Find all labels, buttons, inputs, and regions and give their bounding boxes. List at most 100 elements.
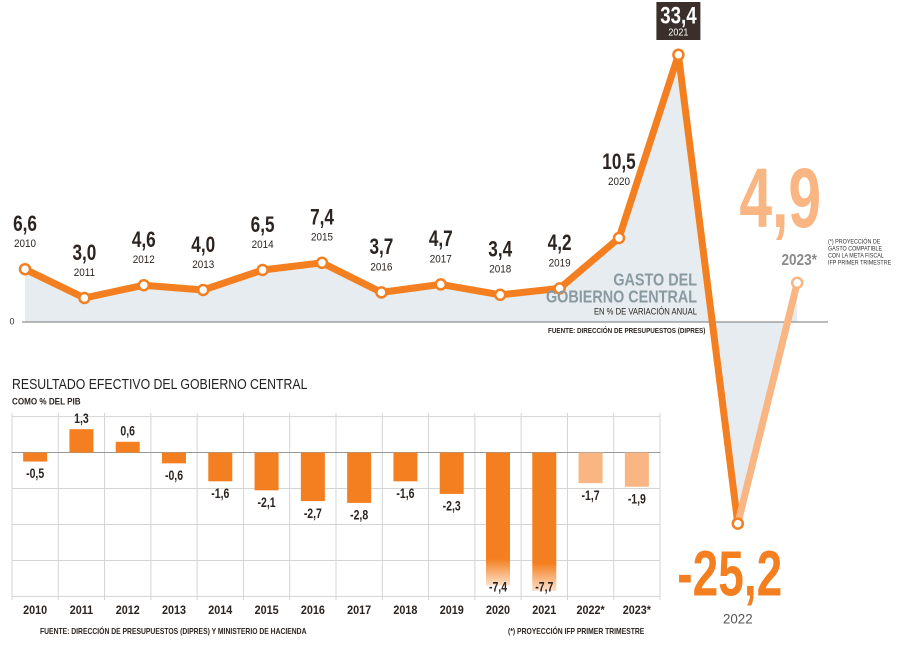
point (375, 286, 388, 299)
x-tick-label: 2021 (668, 27, 688, 39)
value-label: 3,0 (72, 241, 96, 266)
point (612, 231, 626, 245)
point (78, 291, 91, 305)
value-label: 7,4 (310, 206, 334, 231)
bar (439, 452, 464, 494)
x-tick-label: 2014 (252, 239, 274, 251)
x-tick-label: 2015 (311, 232, 333, 244)
x-tick-label: 2013 (192, 259, 214, 271)
value-label: 4,6 (132, 228, 156, 253)
value-label: -2,1 (258, 495, 276, 511)
x-tick-label: 2018 (393, 605, 417, 618)
point (553, 282, 566, 295)
chart-title: GASTO DEL (613, 270, 697, 290)
value-label: 0,6 (120, 423, 135, 439)
chart-subtitle: EN % DE VARIACIÓN ANUAL (594, 306, 697, 317)
x-tick-label: 2010 (14, 239, 36, 251)
bar (208, 452, 233, 482)
x-tick-label: 2019 (549, 258, 571, 270)
note: IFP PRIMER TRIMESTRE (828, 260, 891, 266)
value-label: 4,9 (739, 152, 821, 246)
bar (300, 452, 325, 502)
value-label: -1,9 (628, 491, 646, 507)
bar (347, 452, 372, 503)
point (315, 256, 329, 270)
bar (162, 452, 186, 464)
x-tick-label: 2014 (208, 605, 233, 618)
x-tick-label: 2020 (486, 605, 510, 618)
x-tick-label: 2020 (608, 176, 630, 188)
bar (254, 452, 279, 491)
x-tick-label: 2013 (162, 605, 186, 618)
x-tick-label: 2011 (74, 267, 95, 279)
x-tick-label: 2017 (347, 605, 371, 618)
x-tick-label: 2021 (532, 605, 557, 618)
value-label: -0,5 (26, 466, 44, 482)
value-label: 4,7 (429, 227, 453, 252)
note: CON LA META FISCAL (828, 253, 884, 259)
chart-title: RESULTADO EFECTIVO DEL GOBIERNO CENTRAL (12, 376, 308, 392)
x-tick-label: 2017 (430, 254, 452, 266)
x-tick-label: 2019 (440, 605, 464, 618)
value-label: 33,4 (660, 2, 696, 29)
x-tick-label: 2011 (70, 605, 94, 618)
value-label: 4,2 (548, 231, 572, 256)
x-tick-label: 2018 (489, 264, 511, 276)
point (256, 263, 269, 277)
value-label: 6,5 (251, 213, 275, 238)
value-label: 3,4 (488, 238, 512, 263)
bar (532, 452, 557, 592)
value-label: -0,6 (165, 468, 183, 484)
x-tick-label: 2016 (301, 605, 325, 618)
point (434, 278, 448, 291)
x-tick-label: 2012 (133, 255, 155, 267)
bar (624, 452, 649, 487)
value-label: -2,7 (304, 505, 322, 521)
x-tick-label: 2010 (23, 605, 47, 618)
x-tick-label: 2022 (723, 611, 753, 626)
bar (486, 452, 510, 586)
bar (115, 441, 140, 453)
point (790, 276, 804, 290)
value-label: 4,0 (191, 233, 215, 258)
value-label: -25,2 (677, 538, 782, 609)
value-label: 1,3 (74, 410, 89, 426)
x-tick-label: 2022* (576, 605, 605, 618)
value-label: 10,5 (602, 150, 635, 175)
value-label: 3,7 (369, 235, 393, 260)
value-label: -2,8 (350, 507, 368, 523)
bar (578, 452, 603, 484)
point (493, 288, 507, 302)
label-box (656, 2, 701, 40)
note: (*) PROYECCIÓN DE (828, 238, 881, 245)
line (734, 279, 801, 528)
point (672, 48, 685, 62)
x-tick-label: 2015 (255, 605, 280, 618)
chart-title: GOBIERNO CENTRAL (546, 287, 697, 307)
x-tick-label: 2012 (116, 605, 140, 618)
source: FUENTE: DIRECCIÓN DE PRESUPUESTOS (DIPRE… (40, 627, 307, 637)
source: FUENTE: DIRECCIÓN DE PRESUPUESTOS (DIPRE… (548, 325, 705, 334)
value-label: -1,6 (396, 486, 414, 502)
x-tick-label: 2023* (781, 252, 817, 269)
value-label: -2,3 (443, 498, 461, 514)
point (196, 283, 210, 297)
point (731, 517, 745, 530)
value-label: 6,6 (13, 212, 37, 237)
x-tick-label: 2023* (623, 605, 652, 618)
x-tick-label: 2016 (370, 262, 392, 274)
bar (393, 452, 418, 482)
point (18, 262, 32, 276)
note: GASTO COMPATIBLE (828, 246, 882, 252)
bar (69, 429, 94, 453)
value-label: -7,4 (489, 579, 507, 595)
value-label: -1,7 (582, 487, 600, 503)
bar (23, 452, 48, 462)
value-label: -7,7 (535, 579, 553, 595)
point (137, 278, 151, 292)
value-label: -1,6 (211, 486, 229, 502)
y-tick-label: 0 (9, 316, 14, 326)
chart-subtitle: COMO % DEL PIB (12, 396, 81, 407)
note: (*) PROYECCIÓN IFP PRIMER TRIMESTRE (508, 627, 644, 637)
